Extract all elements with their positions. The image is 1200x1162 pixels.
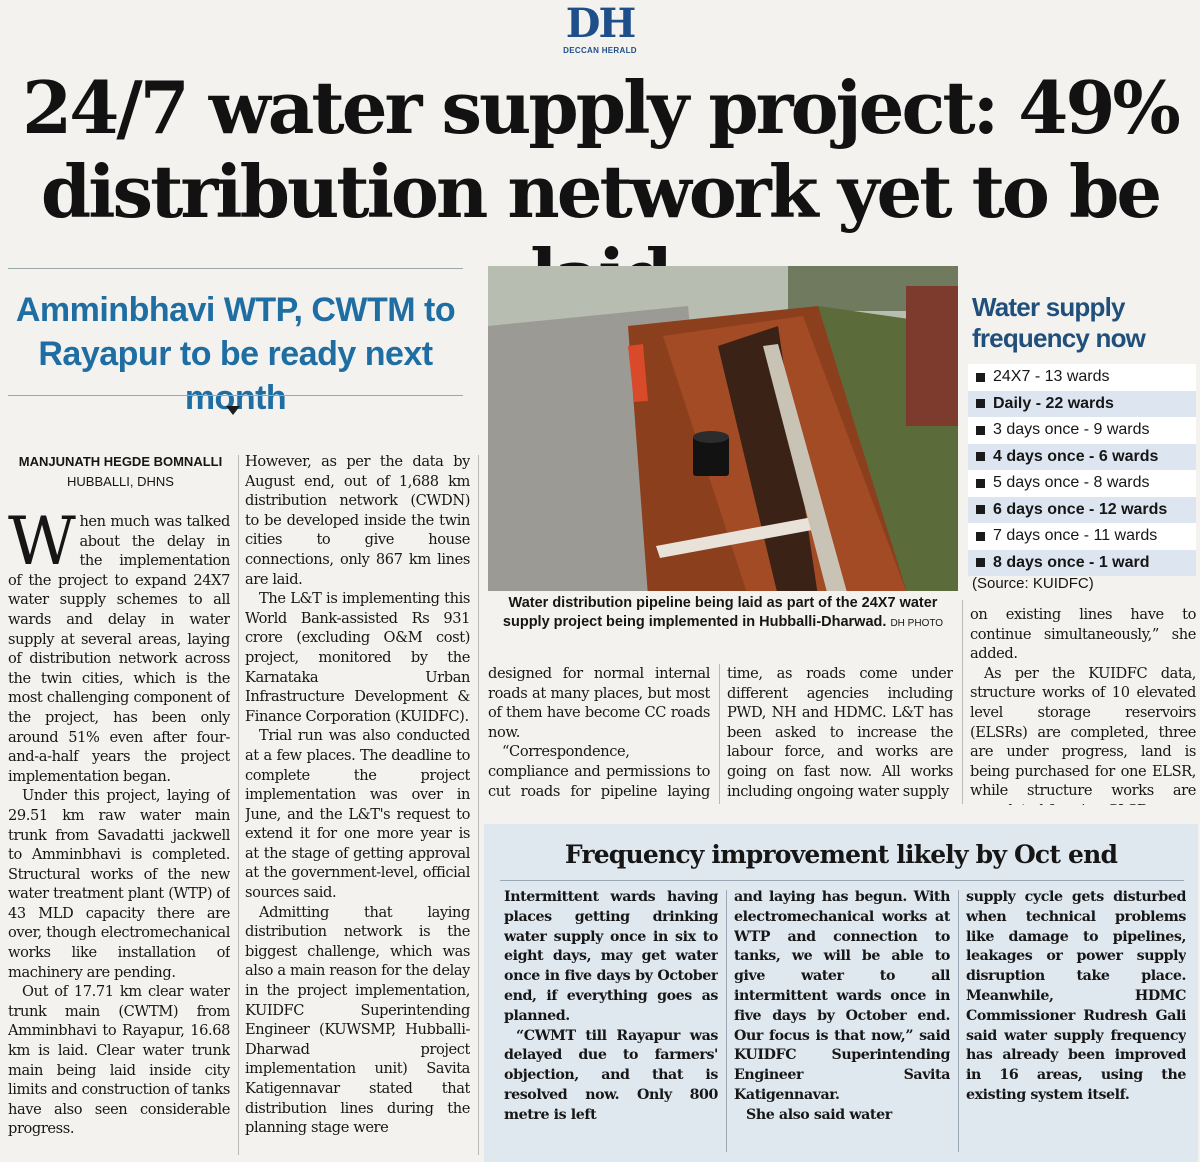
sidebar-title: Water supply frequency now — [972, 292, 1146, 353]
arrow-down-icon — [226, 406, 240, 415]
kicker-rule-top — [8, 268, 463, 269]
square-bullet-icon — [976, 505, 985, 515]
story-column-5: on existing lines have to continue simul… — [970, 605, 1196, 805]
subarticle-paragraph: Intermittent wards having places getting… — [504, 889, 718, 1024]
subarticle-paragraph: “CWMT till Rayapur was delayed due to fa… — [504, 1027, 718, 1123]
headline-line-1: 24/7 water supply project: 49% — [22, 65, 1181, 150]
kicker-rule-bottom — [8, 395, 463, 396]
square-bullet-icon — [976, 399, 985, 409]
kicker-line-1: Amminbhavi WTP, CWTM to — [15, 291, 456, 329]
story-column-3: designed for normal internal roads at ma… — [488, 664, 710, 804]
story-paragraph: As per the KUIDFC data, structure works … — [970, 664, 1196, 805]
subarticle-column-3: supply cycle gets disturbed when technic… — [966, 888, 1186, 1158]
square-bullet-icon — [976, 452, 985, 462]
story-paragraph: time, as roads come under different agen… — [727, 665, 953, 800]
subarticle-column-2: and laying has begun. With electromechan… — [734, 888, 950, 1158]
list-item: 4 days once - 6 wards — [968, 443, 1196, 470]
square-bullet-icon — [976, 425, 985, 435]
subarticle-paragraph: and laying has begun. With electromechan… — [734, 889, 950, 1103]
list-item: 8 days once - 1 ward — [968, 549, 1196, 576]
story-paragraph: However, as per the data by August end, … — [245, 453, 470, 588]
story-column-4: time, as roads come under different agen… — [727, 664, 953, 804]
story-paragraph: Trial run was also conducted at a few pl… — [245, 727, 470, 902]
list-item: 7 days once - 11 wards — [968, 523, 1196, 550]
list-item: 24X7 - 13 wards — [968, 364, 1196, 391]
square-bullet-icon — [976, 478, 985, 488]
subarticle-column-1: Intermittent wards having places getting… — [504, 888, 718, 1158]
list-item: 3 days once - 9 wards — [968, 417, 1196, 444]
photo-credit: DH PHOTO — [890, 618, 944, 629]
column-divider — [962, 600, 963, 804]
list-item: 5 days once - 8 wards — [968, 470, 1196, 497]
subarticle-paragraph: supply cycle gets disturbed when technic… — [966, 889, 1186, 1103]
list-item: 6 days once - 12 wards — [968, 496, 1196, 523]
deccan-herald-logo: DH DECCAN HERALD — [560, 0, 640, 56]
logo-mark: DH — [565, 0, 636, 47]
story-paragraph: The L&T is implementing this World Bank-… — [245, 590, 470, 725]
pipeline-trench-photo — [488, 266, 958, 591]
frequency-list: 24X7 - 13 wards Daily - 22 wards 3 days … — [968, 364, 1196, 576]
byline-author: MANJUNATH HEGDE BOMNALLI — [18, 454, 223, 469]
story-paragraph: Under this project, laying of 29.51 km r… — [8, 787, 230, 981]
kicker: Amminbhavi WTP, CWTM to Rayapur to be re… — [8, 288, 463, 420]
square-bullet-icon — [976, 558, 985, 568]
headline-line-2: distribution network yet to be laid — [40, 149, 1162, 318]
column-divider — [958, 890, 959, 1152]
story-paragraph: designed for normal internal roads at ma… — [488, 665, 710, 741]
subarticle-rule — [500, 880, 1184, 881]
byline-place: HUBBALLI, DHNS — [67, 474, 174, 489]
photo-image — [488, 266, 958, 591]
sidebar-source: (Source: KUIDFC) — [972, 575, 1094, 592]
drop-cap: W — [8, 512, 76, 580]
story-paragraph: “Correspondence, compliance and permissi… — [488, 743, 710, 804]
column-divider — [726, 890, 727, 1152]
column-divider — [238, 455, 239, 1155]
story-paragraph: Admitting that laying distribution netwo… — [245, 903, 470, 1137]
byline: MANJUNATH HEGDE BOMNALLI HUBBALLI, DHNS — [8, 452, 233, 492]
square-bullet-icon — [976, 372, 985, 382]
story-column-2: However, as per the data by August end, … — [245, 452, 470, 1162]
list-item: Daily - 22 wards — [968, 390, 1196, 417]
subarticle-paragraph: She also said water — [746, 1106, 892, 1123]
logo-name: DECCAN HERALD — [563, 46, 637, 55]
story-paragraph: Out of 17.71 km clear water trunk main (… — [8, 983, 230, 1138]
column-divider — [719, 664, 720, 804]
story-paragraph: on existing lines have to continue simul… — [970, 606, 1196, 663]
column-divider — [478, 455, 479, 1155]
photo-caption: Water distribution pipeline being laid a… — [502, 595, 944, 630]
square-bullet-icon — [976, 531, 985, 541]
subarticle-title: Frequency improvement likely by Oct end — [564, 840, 1118, 869]
headline: 24/7 water supply project: 49% distribut… — [8, 66, 1192, 318]
